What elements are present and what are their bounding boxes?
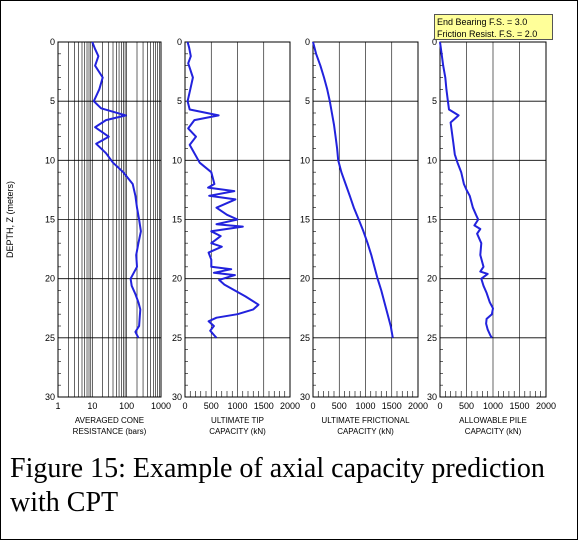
y-tick-label: 0 <box>432 37 437 47</box>
x-axis-label: CAPACITY (kN) <box>465 427 522 436</box>
panel-frame-frictional <box>312 41 419 398</box>
x-axis-label: CAPACITY (kN) <box>209 427 266 436</box>
panel-frame-tip <box>184 41 291 398</box>
x-tick-label: 1500 <box>509 401 529 411</box>
y-tick-label: 20 <box>45 274 55 284</box>
x-tick-label: 0 <box>310 401 315 411</box>
x-tick-label: 0 <box>182 401 187 411</box>
x-tick-label: 1000 <box>227 401 247 411</box>
y-tick-label: 30 <box>427 392 437 402</box>
y-tick-label: 30 <box>300 392 310 402</box>
y-tick-label: 10 <box>427 155 437 165</box>
x-tick-label: 1000 <box>483 401 503 411</box>
y-tick-label: 15 <box>172 215 182 225</box>
x-tick-label: 2000 <box>408 401 428 411</box>
x-tick-label: 1500 <box>382 401 402 411</box>
x-tick-label: 1500 <box>254 401 274 411</box>
y-tick-label: 10 <box>45 155 55 165</box>
x-axis-label: RESISTANCE (bars) <box>73 427 147 436</box>
y-tick-label: 15 <box>45 215 55 225</box>
y-axis-label: DEPTH, Z (meters) <box>5 181 15 258</box>
x-tick-label: 2000 <box>536 401 556 411</box>
figure-caption: Figure 15: Example of axial capacity pre… <box>10 453 545 518</box>
x-tick-label: 500 <box>459 401 474 411</box>
y-tick-label: 30 <box>45 392 55 402</box>
factor-of-safety-box: End Bearing F.S. = 3.0 Friction Resist. … <box>434 14 553 40</box>
y-tick-label: 0 <box>305 37 310 47</box>
y-tick-label: 5 <box>432 96 437 106</box>
y-tick-label: 5 <box>305 96 310 106</box>
y-tick-label: 25 <box>45 333 55 343</box>
y-tick-label: 10 <box>300 155 310 165</box>
y-tick-label: 25 <box>172 333 182 343</box>
series-line-frictional <box>312 41 394 338</box>
friction-resist-fs-label: Friction Resist. F.S. = 2.0 <box>437 29 538 39</box>
y-tick-label: 0 <box>177 37 182 47</box>
x-axis-label: ALLOWABLE PILE <box>459 416 527 425</box>
x-axis-label: AVERAGED CONE <box>75 416 144 425</box>
y-tick-label: 15 <box>300 215 310 225</box>
x-tick-label: 1000 <box>151 401 171 411</box>
x-tick-label: 500 <box>204 401 219 411</box>
x-tick-label: 1000 <box>355 401 375 411</box>
panel-frame-allowable <box>439 41 547 398</box>
y-tick-label: 5 <box>177 96 182 106</box>
x-tick-label: 10 <box>87 401 97 411</box>
x-tick-label: 0 <box>437 401 442 411</box>
x-tick-label: 2000 <box>280 401 300 411</box>
y-tick-label: 25 <box>427 333 437 343</box>
x-tick-label: 100 <box>119 401 134 411</box>
x-axis-label: ULTIMATE FRICTIONAL <box>321 416 410 425</box>
y-tick-label: 5 <box>50 96 55 106</box>
x-tick-label: 1 <box>55 401 60 411</box>
x-tick-label: 500 <box>332 401 347 411</box>
series-line-tip <box>186 41 260 339</box>
end-bearing-fs-label: End Bearing F.S. = 3.0 <box>437 17 528 27</box>
y-tick-label: 30 <box>172 392 182 402</box>
y-tick-label: 25 <box>300 333 310 343</box>
series-line-allowable <box>439 41 494 339</box>
x-axis-label: ULTIMATE TIP <box>211 416 264 425</box>
x-axis-label: CAPACITY (kN) <box>337 427 394 436</box>
panel-frame-cone <box>57 41 162 398</box>
y-tick-label: 20 <box>172 274 182 284</box>
y-tick-label: 20 <box>427 274 437 284</box>
y-tick-label: 0 <box>50 37 55 47</box>
y-tick-label: 20 <box>300 274 310 284</box>
series-line-cone <box>91 41 142 339</box>
y-tick-label: 10 <box>172 155 182 165</box>
y-tick-label: 15 <box>427 215 437 225</box>
